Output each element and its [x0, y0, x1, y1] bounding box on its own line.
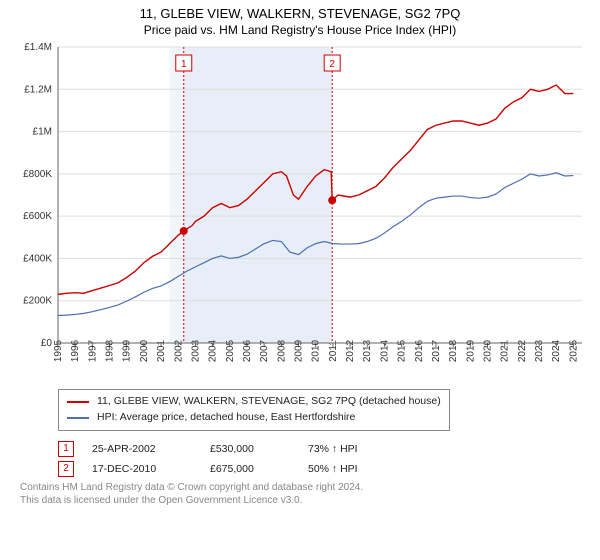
- event-list: 1 25-APR-2002 £530,000 73% ↑ HPI 2 17-DEC-201…: [58, 441, 590, 477]
- svg-text:£1.4M: £1.4M: [24, 43, 52, 53]
- legend-row: 11, GLEBE VIEW, WALKERN, STEVENAGE, SG2 …: [67, 394, 441, 410]
- footer-line: Contains HM Land Registry data © Crown c…: [20, 481, 590, 494]
- legend: 11, GLEBE VIEW, WALKERN, STEVENAGE, SG2 …: [58, 389, 450, 431]
- footer-line: This data is licensed under the Open Gov…: [20, 494, 590, 507]
- legend-label: HPI: Average price, detached house, East…: [97, 410, 355, 426]
- license-footer: Contains HM Land Registry data © Crown c…: [20, 481, 590, 507]
- svg-text:£0: £0: [41, 338, 53, 349]
- legend-swatch: [67, 417, 89, 419]
- svg-text:£400K: £400K: [23, 253, 52, 264]
- page-subtitle: Price paid vs. HM Land Registry's House …: [10, 23, 590, 37]
- svg-text:2: 2: [329, 59, 335, 70]
- svg-text:£600K: £600K: [23, 211, 52, 222]
- event-row: 2 17-DEC-2010 £675,000 50% ↑ HPI: [58, 461, 590, 477]
- svg-text:£800K: £800K: [23, 169, 52, 180]
- event-price: £675,000: [210, 463, 290, 475]
- price-chart: £0£200K£400K£600K£800K£1M£1.2M£1.4M19951…: [10, 43, 590, 383]
- svg-text:1: 1: [181, 59, 187, 70]
- event-badge: 2: [58, 461, 74, 477]
- svg-text:£1M: £1M: [33, 127, 52, 138]
- event-delta: 73% ↑ HPI: [308, 443, 398, 455]
- event-row: 1 25-APR-2002 £530,000 73% ↑ HPI: [58, 441, 590, 457]
- event-price: £530,000: [210, 443, 290, 455]
- event-date: 25-APR-2002: [92, 443, 192, 455]
- svg-text:£1.2M: £1.2M: [24, 84, 52, 95]
- legend-swatch: [67, 401, 89, 403]
- legend-row: HPI: Average price, detached house, East…: [67, 410, 441, 426]
- event-date: 17-DEC-2010: [92, 463, 192, 475]
- svg-text:£200K: £200K: [23, 296, 52, 307]
- page-title: 11, GLEBE VIEW, WALKERN, STEVENAGE, SG2 …: [10, 6, 590, 21]
- legend-label: 11, GLEBE VIEW, WALKERN, STEVENAGE, SG2 …: [97, 394, 441, 410]
- event-badge: 1: [58, 441, 74, 457]
- event-delta: 50% ↑ HPI: [308, 463, 398, 475]
